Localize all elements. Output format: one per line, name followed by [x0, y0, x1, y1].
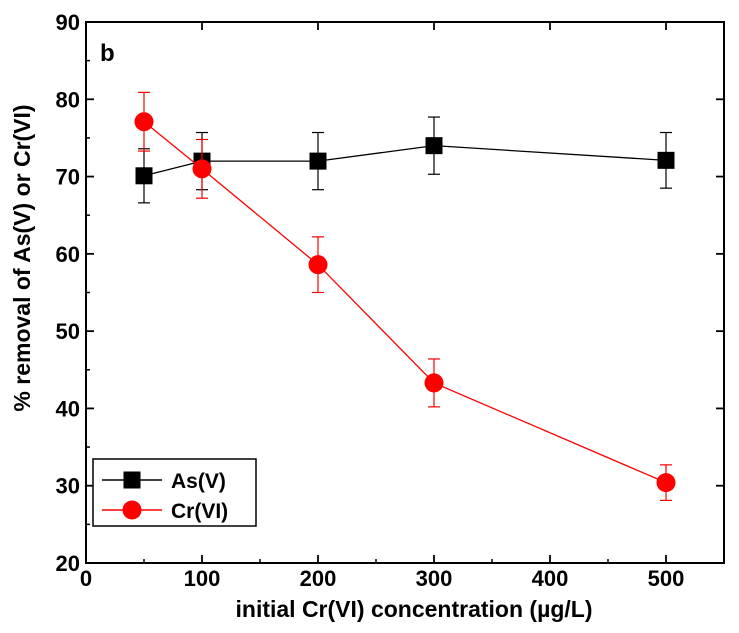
legend-label: As(V) [171, 470, 226, 493]
x-tick-label: 100 [184, 566, 221, 591]
data-point [657, 151, 675, 169]
series-line [143, 145, 667, 177]
y-tick-label: 70 [56, 165, 80, 190]
x-axis-title: initial Cr(VI) concentration (µg/L) [236, 596, 593, 622]
series-1 [134, 91, 676, 501]
data-point [308, 255, 328, 275]
y-axis-title: % removal of As(V) or Cr(VI) [9, 104, 35, 411]
data-point [425, 137, 443, 155]
axis-ticks: 0 100 200 300 400 500 20 30 40 50 60 70 80 90 [56, 10, 724, 591]
x-tick-label: 500 [648, 566, 685, 591]
series-layer [134, 91, 676, 501]
y-tick-label: 30 [56, 474, 80, 499]
legend-marker [122, 500, 142, 520]
data-point [656, 473, 676, 493]
x-tick-label: 400 [532, 566, 569, 591]
y-tick-label: 40 [56, 396, 80, 421]
y-tick-label: 90 [56, 10, 80, 35]
x-tick-label: 200 [300, 566, 337, 591]
data-point [192, 159, 212, 179]
series-0 [135, 116, 675, 204]
legend: As(V) Cr(VI) [92, 458, 257, 527]
y-tick-label: 20 [56, 551, 80, 576]
x-tick-label: 0 [80, 566, 92, 591]
panel-label: b [100, 40, 115, 67]
y-tick-label: 60 [56, 242, 80, 267]
data-point [309, 152, 327, 170]
data-point [135, 167, 153, 185]
legend-label: Cr(VI) [171, 500, 228, 523]
y-tick-label: 50 [56, 319, 80, 344]
legend-box [92, 458, 257, 527]
legend-marker [123, 471, 141, 489]
y-tick-label: 80 [56, 87, 80, 112]
data-point [134, 112, 154, 132]
series-line [143, 121, 667, 484]
x-tick-label: 300 [416, 566, 453, 591]
data-point [424, 373, 444, 393]
